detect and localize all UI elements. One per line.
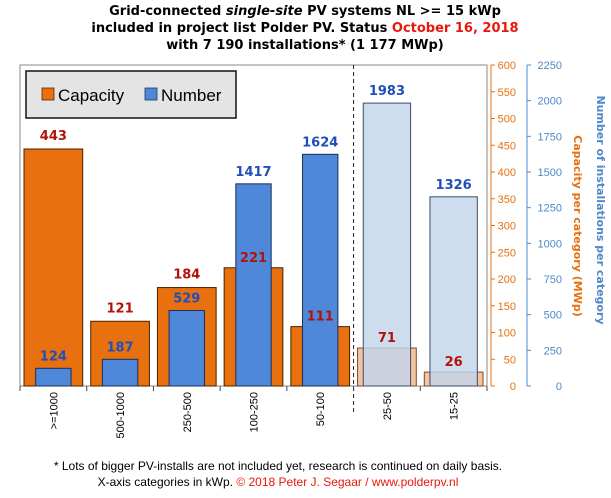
y-left-tick-label: 400 xyxy=(498,167,516,179)
data-label-capacity: 26 xyxy=(445,355,463,370)
x-tick-label: 25-50 xyxy=(382,392,394,420)
data-label-capacity: 111 xyxy=(307,310,334,325)
legend-swatch-capacity xyxy=(41,87,55,101)
y-axis-left-title: Capacity per category (MWp) xyxy=(571,135,584,316)
chart-title-line-3: with 7 190 installations* (1 177 MWp) xyxy=(166,38,443,53)
data-label-number: 187 xyxy=(107,340,134,355)
data-label-number: 529 xyxy=(173,292,200,307)
footnote-line-2: X-axis categories in kWp. © 2018 Peter J… xyxy=(98,475,459,489)
y-left-tick-label: 0 xyxy=(510,381,516,393)
y-right-tick-label: 1000 xyxy=(538,238,562,250)
x-tick-label: 500-1000 xyxy=(115,392,127,439)
data-label-number: 1624 xyxy=(302,135,338,150)
x-tick-label: 250-500 xyxy=(182,392,194,432)
y-right-tick-label: 0 xyxy=(556,381,562,393)
bar-number xyxy=(168,310,205,387)
chart-title-line-1: Grid-connected single-site PV systems NL… xyxy=(109,4,501,19)
bar-number xyxy=(101,358,139,387)
y-axis-right-title: Number of installations per category xyxy=(594,95,607,324)
bar-number xyxy=(235,183,272,387)
bar-number xyxy=(362,102,412,387)
y-right-tick-label: 1500 xyxy=(538,167,562,179)
bar-number xyxy=(35,367,72,387)
y-right-tick-label: 1750 xyxy=(538,131,562,143)
y-left-tick-label: 250 xyxy=(498,247,516,259)
data-label-number: 1326 xyxy=(436,178,472,193)
data-label-number: 124 xyxy=(40,349,67,364)
y-left-tick-label: 550 xyxy=(498,87,516,99)
y-right-tick-label: 750 xyxy=(544,274,562,286)
y-left-tick-label: 600 xyxy=(498,60,516,72)
data-label-number: 1983 xyxy=(369,84,405,99)
bar-capacity xyxy=(23,148,84,387)
data-label-capacity: 121 xyxy=(107,301,134,316)
legend-label-number: Number xyxy=(161,86,222,105)
data-label-capacity: 443 xyxy=(40,129,67,144)
y-left-tick-label: 450 xyxy=(498,140,516,152)
axes-layer: 0 50 100 150 200 250 300 350 400 450 500 550 600 0 250… xyxy=(19,60,562,439)
data-label-capacity: 221 xyxy=(240,251,267,266)
y-right-tick-label: 500 xyxy=(544,310,562,322)
y-right-tick-label: 2250 xyxy=(538,60,562,72)
y-left-tick-label: 300 xyxy=(498,221,516,233)
bar-number xyxy=(302,153,339,387)
x-tick-label: 50-100 xyxy=(315,392,327,426)
y-left-tick-label: 100 xyxy=(498,328,516,340)
x-tick-label: 100-250 xyxy=(249,392,261,432)
y-left-tick-label: 200 xyxy=(498,274,516,286)
y-right-tick-label: 250 xyxy=(544,345,562,357)
bar-capacity xyxy=(90,320,150,387)
data-label-number: 1417 xyxy=(235,165,271,180)
x-tick-label: >=1000 xyxy=(48,392,60,429)
y-left-tick-label: 350 xyxy=(498,194,516,206)
data-labels-layer: 443 124 121 187 184 529 221 1417 111 1624 71 1983 26… xyxy=(40,84,472,370)
legend: Capacity Number xyxy=(25,70,237,119)
y-left-tick-label: 500 xyxy=(498,114,516,126)
legend-swatch-number xyxy=(144,87,158,101)
y-left-tick-label: 50 xyxy=(504,354,516,366)
data-label-capacity: 71 xyxy=(378,331,396,346)
y-right-tick-label: 2000 xyxy=(538,96,562,108)
bar-number xyxy=(429,196,478,387)
legend-box xyxy=(25,70,237,119)
legend-label-capacity: Capacity xyxy=(58,86,125,105)
footnote-line-1: * Lots of bigger PV-installs are not inc… xyxy=(54,459,502,473)
chart-title-line-2: included in project list Polder PV. Stat… xyxy=(91,21,518,36)
bars-layer xyxy=(23,102,484,387)
y-right-tick-label: 1250 xyxy=(538,203,562,215)
x-tick-label: 15-25 xyxy=(449,392,461,420)
data-label-capacity: 184 xyxy=(173,268,200,283)
y-left-tick-label: 150 xyxy=(498,301,516,313)
